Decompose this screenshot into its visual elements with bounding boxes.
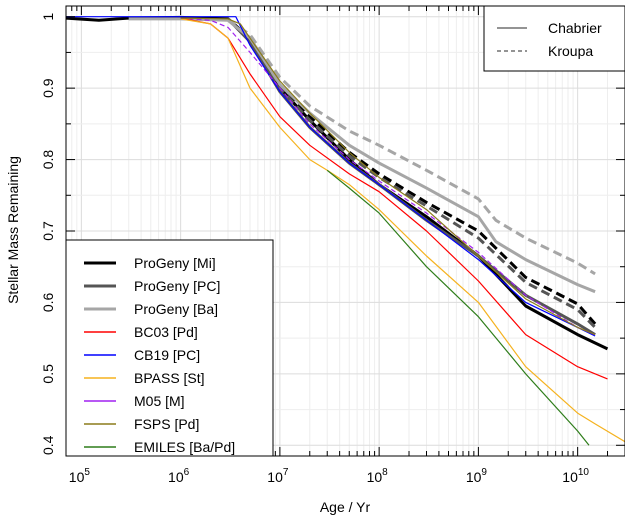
x-tick-label: 108 [367, 467, 389, 485]
x-tick-label: 109 [466, 467, 488, 485]
series-line [66, 16, 596, 337]
model-legend-label: BC03 [Pd] [134, 324, 198, 340]
series-line [180, 17, 596, 336]
x-tick-label: 107 [267, 467, 289, 485]
series-layer [65, 15, 625, 446]
model-legend-label: ProGeny [Mi] [134, 255, 216, 271]
series-line [227, 18, 596, 276]
series-line [226, 17, 597, 329]
y-tick-label: 0.8 [40, 150, 56, 170]
x-tick-label: 1010 [562, 467, 589, 485]
series-line [180, 18, 625, 443]
imf-legend-label: Kroupa [548, 43, 593, 59]
x-axis-title: Age / Yr [320, 499, 371, 515]
model-legend-label: EMILES [Ba/Pd] [134, 439, 235, 455]
y-tick-label: 0.6 [40, 292, 56, 312]
model-legend-label: FSPS [Pd] [134, 416, 199, 432]
model-legend-label: BPASS [St] [134, 370, 205, 386]
y-tick-label: 1 [40, 13, 56, 21]
y-tick-label: 0.7 [40, 221, 56, 241]
model-legend-label: M05 [M] [134, 393, 185, 409]
imf-legend: Chabrier Kroupa [483, 5, 625, 72]
series-line [326, 169, 590, 446]
model-legend-label: CB19 [PC] [134, 347, 200, 363]
model-legend-label: ProGeny [PC] [134, 278, 220, 294]
model-legend-box [65, 239, 274, 457]
y-tick-label: 0.9 [40, 78, 56, 98]
x-tick-label: 106 [168, 467, 190, 485]
x-tick-label: 105 [69, 467, 91, 485]
series-line [180, 17, 596, 336]
series-line [227, 17, 597, 325]
imf-legend-label: Chabrier [548, 20, 602, 36]
axes: 105 106 107 108 109 1010 0.4 0.5 0.6 0.7 0.8 0.9 1 [40, 6, 625, 485]
model-legend-label: ProGeny [Ba] [134, 301, 218, 317]
y-tick-label: 0.5 [40, 364, 56, 384]
y-tick-label: 0.4 [40, 435, 56, 455]
imf-legend-box [483, 5, 625, 72]
y-axis-title: Stellar Mass Remaining [5, 156, 21, 304]
model-legend: ProGeny [Mi] ProGeny [PC] ProGeny [Ba] BC03… [65, 239, 274, 457]
